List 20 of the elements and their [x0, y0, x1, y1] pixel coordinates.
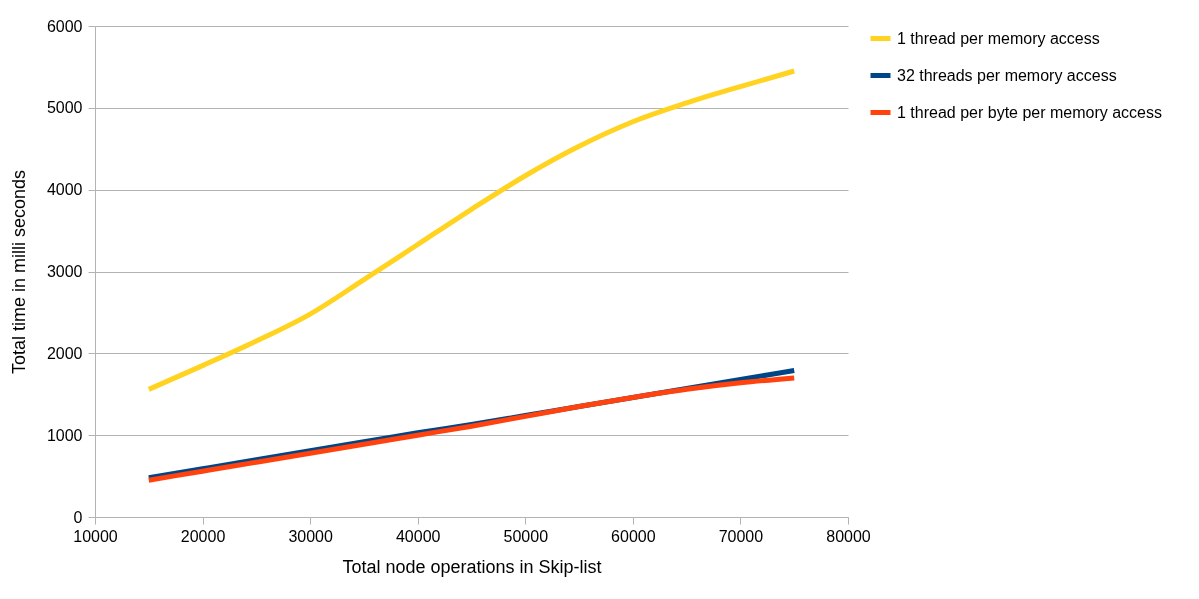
x-axis-title: Total node operations in Skip-list: [342, 556, 602, 577]
x-tick-label: 80000: [826, 527, 871, 545]
y-tick-label: 5000: [46, 99, 83, 117]
x-tick-label: 70000: [718, 527, 764, 545]
y-tick-label: 2000: [46, 344, 83, 362]
y-axis-title: Total time in milli seconds: [8, 169, 29, 375]
x-tick-label: 30000: [288, 527, 333, 545]
y-tick-label: 1000: [46, 426, 83, 444]
x-tick-label: 10000: [73, 527, 118, 545]
y-tick-label: 4000: [46, 181, 83, 199]
x-tick-label: 50000: [503, 527, 549, 545]
legend-label: 1 thread per byte per memory access: [897, 103, 1163, 121]
y-tick-label: 0: [73, 508, 83, 526]
legend-label: 1 thread per memory access: [897, 29, 1100, 47]
legend-label: 32 threads per memory access: [897, 66, 1117, 84]
y-tick-label: 6000: [46, 17, 83, 35]
x-tick-label: 40000: [395, 527, 441, 545]
y-tick-label: 3000: [46, 263, 83, 280]
x-tick-label: 60000: [611, 527, 656, 545]
x-tick-label: 20000: [180, 527, 226, 545]
